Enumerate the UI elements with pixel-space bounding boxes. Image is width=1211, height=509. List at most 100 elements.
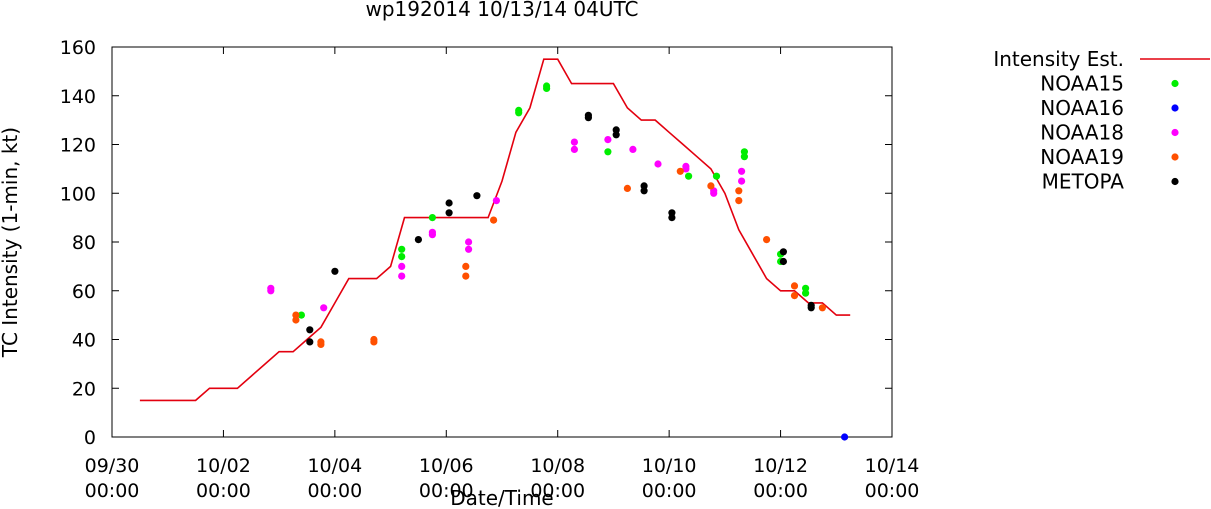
data-point-noaa19 — [462, 272, 470, 280]
data-point-noaa15 — [712, 172, 721, 180]
series-noaa16 — [841, 433, 849, 441]
x-tick-label-date: 10/04 — [307, 455, 362, 477]
series-noaa18 — [267, 136, 746, 312]
data-point-metopa — [445, 199, 453, 207]
data-point-noaa19 — [763, 236, 771, 244]
data-point-noaa16 — [841, 433, 849, 441]
legend-label: NOAA18 — [1040, 121, 1124, 145]
x-tick-label-time: 00:00 — [419, 480, 474, 502]
legend-point-swatch — [1171, 177, 1179, 186]
series-noaa19 — [292, 167, 827, 348]
series-metopa — [306, 111, 815, 346]
intensity-estimate-line — [139, 58, 851, 402]
data-point-noaa19 — [292, 311, 300, 319]
legend-label: Intensity Est. — [993, 47, 1124, 71]
data-point-noaa18 — [320, 304, 328, 312]
data-point-noaa15 — [297, 311, 305, 319]
data-point-noaa15 — [740, 148, 749, 156]
data-point-noaa18 — [654, 160, 662, 168]
data-point-noaa15 — [802, 284, 810, 292]
legend-point-swatch — [1171, 128, 1179, 137]
x-axis: 09/30 00:00 10/02 00:00 10/04 00:00 10/06 00:00… — [85, 47, 920, 502]
data-point-noaa18 — [738, 167, 746, 175]
x-tick-label-date: 10/02 — [196, 455, 251, 477]
y-tick-label: 20 — [72, 378, 96, 400]
x-tick-label-time: 00:00 — [753, 480, 808, 502]
x-tick-label-date: 10/12 — [753, 455, 808, 477]
data-point-metopa — [612, 126, 620, 134]
data-point-noaa18 — [465, 245, 473, 253]
y-tick-label: 120 — [60, 135, 96, 157]
data-point-noaa15 — [685, 172, 693, 180]
data-point-noaa18 — [604, 136, 612, 144]
x-tick-label-time: 00:00 — [85, 480, 140, 502]
data-point-metopa — [331, 267, 339, 275]
data-point-noaa19 — [676, 167, 684, 175]
data-point-noaa19 — [790, 282, 799, 290]
y-tick-label: 0 — [84, 427, 96, 449]
data-point-noaa19 — [790, 292, 799, 300]
data-point-noaa19 — [735, 187, 743, 195]
legend-label: NOAA15 — [1040, 72, 1124, 96]
data-point-noaa18 — [629, 145, 637, 153]
data-point-metopa — [668, 209, 676, 217]
data-point-metopa — [640, 182, 648, 190]
legend-label: NOAA19 — [1040, 145, 1124, 169]
data-point-noaa18 — [465, 238, 473, 246]
data-point-metopa — [807, 301, 815, 309]
data-point-noaa15 — [543, 82, 551, 90]
data-point-noaa18 — [267, 284, 275, 292]
data-point-noaa18 — [398, 272, 406, 280]
y-axis-title: TC Intensity (1-min, kt) — [0, 127, 22, 358]
x-tick-label-time: 00:00 — [530, 480, 585, 502]
legend-point-swatch — [1171, 153, 1179, 161]
data-point-noaa15 — [428, 214, 436, 222]
x-tick-label-time: 00:00 — [865, 480, 920, 502]
data-point-noaa19 — [462, 262, 470, 270]
y-tick-label: 40 — [72, 330, 96, 352]
data-point-metopa — [779, 257, 788, 266]
data-point-noaa18 — [492, 197, 500, 205]
data-point-noaa18 — [570, 145, 579, 153]
legend-label: METOPA — [1042, 170, 1125, 194]
y-tick-label: 60 — [72, 281, 96, 303]
data-point-metopa — [306, 338, 314, 346]
x-tick-label-date: 10/10 — [642, 455, 697, 477]
data-point-noaa19 — [370, 335, 378, 344]
data-point-metopa — [779, 248, 788, 256]
data-point-noaa19 — [317, 338, 325, 346]
x-tick-label-date: 10/14 — [865, 455, 920, 477]
x-tick-label-time: 00:00 — [196, 480, 251, 502]
data-point-noaa19 — [490, 216, 498, 224]
data-point-metopa — [584, 111, 593, 119]
plot-frame — [111, 46, 893, 438]
y-tick-label: 160 — [60, 37, 96, 59]
data-point-noaa18 — [428, 228, 436, 236]
data-point-noaa19 — [735, 197, 743, 205]
data-point-noaa15 — [604, 148, 612, 156]
data-point-metopa — [414, 236, 422, 244]
legend-point-swatch — [1171, 104, 1179, 112]
legend-point-swatch — [1171, 79, 1179, 88]
series-noaa15 — [297, 82, 810, 319]
data-point-noaa15 — [398, 253, 406, 261]
x-axis-title: Date/Time — [450, 486, 554, 509]
data-point-metopa — [306, 326, 314, 334]
data-point-noaa19 — [623, 184, 632, 192]
x-tick-label-date: 10/08 — [530, 455, 585, 477]
data-point-metopa — [445, 209, 453, 217]
x-tick-label-time: 00:00 — [307, 480, 362, 502]
data-point-noaa19 — [818, 304, 827, 312]
data-point-noaa15 — [515, 106, 523, 114]
x-tick-label-time: 00:00 — [642, 480, 697, 502]
data-point-noaa18 — [570, 138, 579, 146]
y-tick-label: 80 — [72, 232, 96, 254]
x-tick-label-date: 09/30 — [85, 455, 140, 477]
y-tick-label: 100 — [60, 183, 96, 205]
legend: Intensity Est.NOAA15NOAA16NOAA18NOAA19ME… — [993, 47, 1210, 194]
data-point-noaa19 — [707, 182, 715, 190]
y-axis: 0 20 40 60 80 100 120 140 160 — [60, 37, 892, 449]
legend-label: NOAA16 — [1040, 96, 1124, 120]
data-point-metopa — [473, 192, 481, 200]
